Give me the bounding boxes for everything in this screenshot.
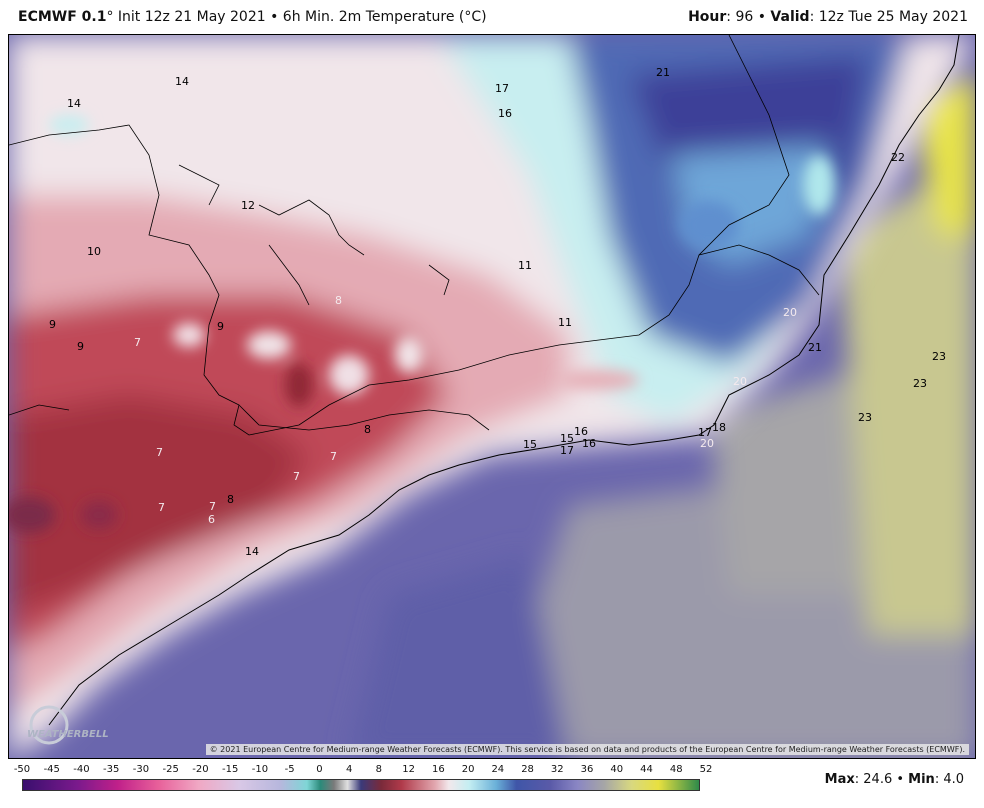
colorbar-tick-label: -30 xyxy=(132,764,150,775)
temperature-label: 23 xyxy=(858,411,872,424)
max-min-readout: Max: 24.6 • Min: 4.0 xyxy=(825,772,964,787)
temperature-label: 22 xyxy=(891,151,905,164)
logo-ring xyxy=(29,705,69,745)
state-borders xyxy=(9,35,820,436)
temperature-label: 15 xyxy=(560,432,574,445)
temperature-label: 15 xyxy=(523,438,537,451)
colorbar-tick-label: 4 xyxy=(345,764,353,775)
offshore-field xyxy=(349,75,975,758)
colorbar-tick-label: 44 xyxy=(640,764,653,775)
min-label: Min xyxy=(908,772,935,787)
temperature-label: 9 xyxy=(49,318,56,331)
max-label: Max xyxy=(824,772,855,787)
temperature-label: 7 xyxy=(158,501,165,514)
colorbar-tick-label: -5 xyxy=(284,764,295,775)
temperature-label: 20 xyxy=(700,437,714,450)
temperature-label: 8 xyxy=(364,423,371,436)
temperature-label: 14 xyxy=(245,545,259,558)
temperature-label: 7 xyxy=(134,336,141,349)
temperature-label: 17 xyxy=(560,444,574,457)
colorbar-tick-label: 16 xyxy=(431,764,445,775)
colorbar-tick-label: 8 xyxy=(375,764,383,775)
temperature-label: 8 xyxy=(335,294,342,307)
temperature-map: 14 14 17 16 21 22 12 10 11 8 11 9 9 7 9 20 21 23 23 20 23 8 7 7… xyxy=(8,34,976,759)
temperature-label: 16 xyxy=(574,425,588,438)
colorbar-tick-label: -15 xyxy=(222,764,239,775)
temperature-label: 9 xyxy=(77,340,84,353)
temperature-label: 7 xyxy=(293,470,300,483)
colorbar-tick-label: 48 xyxy=(669,764,683,775)
hour-value: : 96 • xyxy=(726,9,771,25)
temperature-label: 17 xyxy=(698,426,712,439)
valid-label: Valid xyxy=(770,9,810,25)
temperature-label: 7 xyxy=(209,500,216,513)
colorbar-tick-label: -10 xyxy=(251,764,269,775)
temperature-label: 23 xyxy=(932,350,946,363)
valid-value: : 12z Tue 25 May 2021 xyxy=(809,9,968,25)
colorbar-tick-label: 52 xyxy=(699,764,713,775)
temperature-label: 16 xyxy=(498,107,512,120)
colorbar-tick-label: -40 xyxy=(73,764,90,775)
field-details xyxy=(9,115,835,533)
header: ECMWF 0.1° Init 12z 21 May 2021 • 6h Min… xyxy=(0,0,984,34)
temperature-label: 6 xyxy=(208,513,215,526)
init-text: ° Init 12z 21 May 2021 • 6h Min. 2m Temp… xyxy=(106,9,487,25)
temperature-label: 10 xyxy=(87,245,101,258)
temperature-label: 20 xyxy=(783,306,797,319)
max-value: : 24.6 • xyxy=(854,772,909,787)
temperature-label: 18 xyxy=(712,421,726,434)
temperature-label: 14 xyxy=(175,75,189,88)
colorbar-tick-label: -45 xyxy=(43,764,60,775)
colorbar-tick-label: -50 xyxy=(13,764,31,775)
temperature-label: 17 xyxy=(495,82,509,95)
colorbar-tick-label: -35 xyxy=(103,764,120,775)
temperature-label: 11 xyxy=(518,259,532,272)
colorbar-tick-label: 12 xyxy=(402,764,415,775)
temperature-label: 11 xyxy=(558,316,572,329)
min-value: : 4.0 xyxy=(934,772,964,787)
copyright-credit: © 2021 European Centre for Medium-range … xyxy=(205,744,969,755)
model-name: ECMWF 0.1 xyxy=(18,9,107,25)
colorbar xyxy=(22,779,700,791)
colorbar-tick-label: 20 xyxy=(461,764,475,775)
temperature-label: 20 xyxy=(733,375,747,388)
colorbar-tick-label: 24 xyxy=(491,764,505,775)
temperature-label: 14 xyxy=(67,97,81,110)
temperature-label: 23 xyxy=(913,377,927,390)
colorbar-tick-label: -25 xyxy=(162,764,179,775)
colorbar-tick-label: 0 xyxy=(316,764,323,775)
temperature-label: 21 xyxy=(656,66,670,79)
colorbar-tick-label: 28 xyxy=(521,764,534,775)
header-left: ECMWF 0.1° Init 12z 21 May 2021 • 6h Min… xyxy=(18,0,487,34)
temperature-label: 16 xyxy=(582,437,596,450)
colorbar-ticks: -50 -45 -40 -35 -30 -25 -20 -15 -10 -5 0 4 8 12 16 20 24… xyxy=(13,764,713,778)
weatherbell-logo: WEATHERBELL xyxy=(27,729,109,740)
temperature-label: 7 xyxy=(156,446,163,459)
temperature-label: 8 xyxy=(227,493,234,506)
colorbar-tick-label: 40 xyxy=(610,764,624,775)
colorbar-tick-label: 36 xyxy=(580,764,594,775)
hour-label: Hour xyxy=(688,9,727,25)
temperature-label: 21 xyxy=(808,341,822,354)
temperature-label: 9 xyxy=(217,320,224,333)
temperature-label: 7 xyxy=(330,450,337,463)
colorbar-tick-label: -20 xyxy=(192,764,209,775)
footer: -50 -45 -40 -35 -30 -25 -20 -15 -10 -5 0 4 8 12 16 20 24… xyxy=(0,760,984,808)
temperature-label: 12 xyxy=(241,199,255,212)
coastline xyxy=(48,35,960,726)
header-right: Hour: 96 • Valid: 12z Tue 25 May 2021 xyxy=(688,0,968,34)
colorbar-tick-label: 32 xyxy=(550,764,564,775)
